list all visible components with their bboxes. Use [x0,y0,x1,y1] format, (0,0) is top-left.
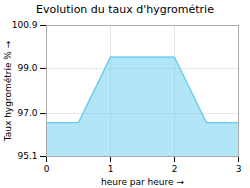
svg-text:heure par heure →: heure par heure → [101,177,184,187]
svg-text:0: 0 [44,164,50,174]
svg-text:1: 1 [108,164,114,174]
html-text:Evolution du taux d'hygrométri: Evolution du taux d'hygrométrie [36,3,214,16]
svg-text:95.1: 95.1 [17,151,37,161]
svg-text:97.0: 97.0 [17,108,37,118]
svg-text:100.9: 100.9 [12,20,38,30]
svg-text:2: 2 [172,164,178,174]
svg-text:3: 3 [236,164,242,174]
svg-text:99.0: 99.0 [17,63,37,73]
svg-text:Taux hygrométrie % →: Taux hygrométrie % → [3,40,13,142]
